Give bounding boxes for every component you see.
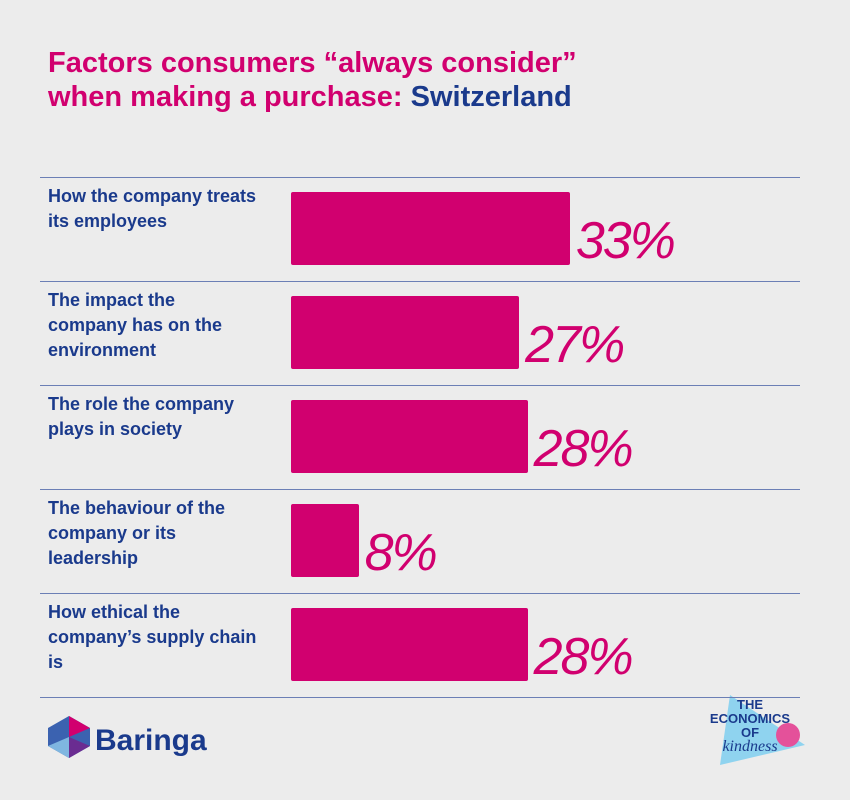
row-separator [40,593,800,594]
value-label: 33% [575,212,676,270]
value-label: 8% [364,524,438,582]
brand-icon [48,716,90,758]
title-line: Factors consumers “always consider” [48,47,577,79]
bar [291,192,570,265]
bar [291,296,520,369]
badge-line: ECONOMICS [709,711,791,726]
category-label: The behaviour of the company or its lead… [48,498,226,568]
row-separator [40,697,800,698]
row-separator [40,489,800,490]
row-separator [40,281,800,282]
category-label: How the company treats its employees [48,186,257,231]
chart-title: Factors consumers “always consider” when… [48,46,577,114]
badge-line: THE [737,697,763,712]
value-label: 28% [533,628,634,686]
badge-shape [720,695,805,765]
badge-line: kindness [722,738,778,755]
value-label: 27% [525,316,625,374]
badge-line: OF [740,725,760,740]
title-line: when making a purchase: [48,81,403,113]
brand-name: Baringa [95,724,207,757]
category-label: The role the company plays in society [48,394,235,439]
bar [291,608,528,681]
value-label: 28% [533,420,634,478]
title-highlight: Switzerland [410,81,572,113]
title-line: when making a purchase: Switzerland [48,80,577,114]
bar [291,504,359,577]
category-label: How ethical the company’s supply chain i… [48,602,257,672]
category-label: The impact the company has on the enviro… [48,290,223,360]
bar [291,400,528,473]
row-separator [40,385,800,386]
row-separator [40,177,800,178]
